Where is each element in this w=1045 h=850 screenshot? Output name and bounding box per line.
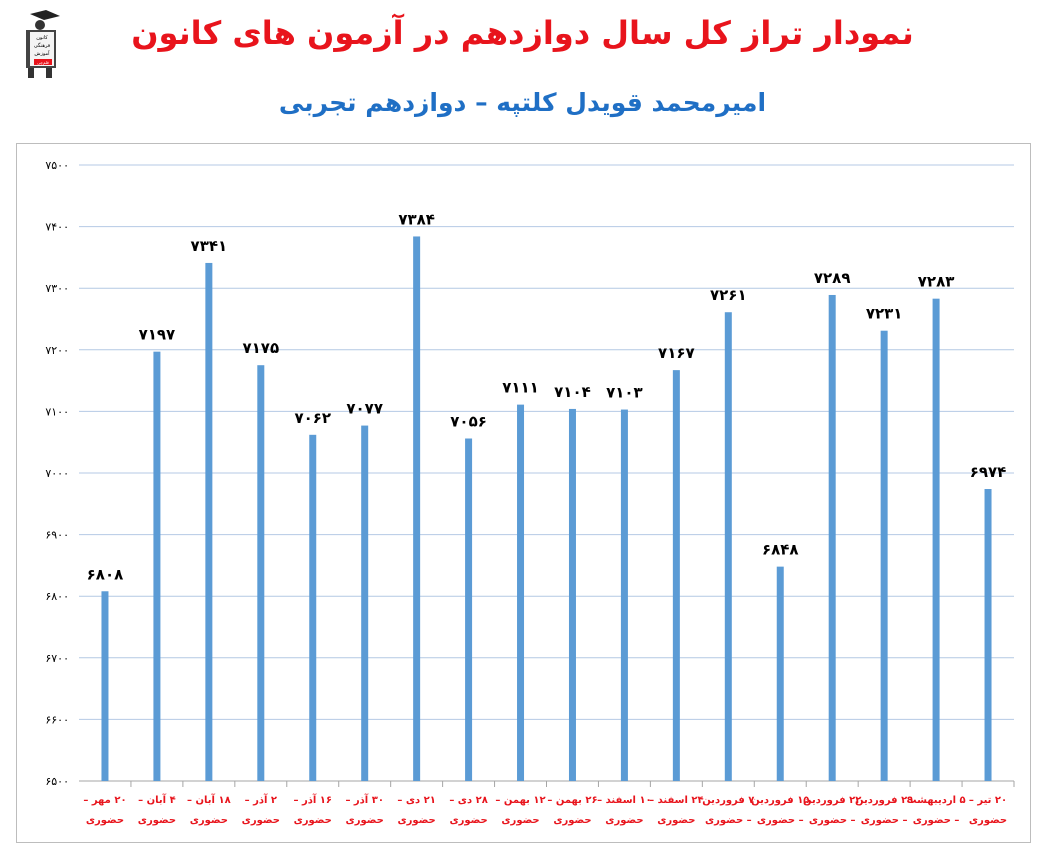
x-tick-label-line2: حضوری — [969, 815, 1007, 826]
graduation-cap-icon — [30, 10, 60, 20]
x-tick-label-line2: – حضوری — [705, 815, 752, 826]
x-tick-label: ۱۰ اسفند – — [597, 795, 652, 806]
data-label: ۶۸۴۸ — [762, 541, 799, 559]
bar — [828, 294, 836, 781]
bar — [620, 409, 628, 781]
bar — [932, 298, 940, 781]
x-tick-label: ۷ فروردین — [702, 795, 754, 806]
data-label: ۶۹۷۴ — [970, 463, 1007, 481]
x-tick-label: ۲ آذر – — [245, 793, 277, 806]
data-label: ۷۱۹۷ — [139, 326, 176, 344]
data-label: ۶۸۰۸ — [87, 565, 124, 583]
x-tick-label: ۱۵ فروردین — [751, 795, 809, 806]
bar — [724, 312, 732, 781]
bar — [776, 566, 784, 781]
bar — [880, 330, 888, 781]
data-label: ۷۰۷۷ — [346, 400, 383, 418]
x-tick-label-line2: – حضوری — [809, 815, 856, 826]
x-tick-label: ۲۲ فروردین — [803, 795, 861, 806]
x-tick-label: ۱۲ بهمن – — [495, 795, 545, 806]
y-tick-label: ۷۵۰۰ — [45, 159, 69, 172]
x-tick-label-line2: حضوری — [346, 815, 384, 826]
x-tick-label: ۱۶ آذر – — [294, 793, 333, 806]
data-label: ۷۱۱۱ — [502, 379, 539, 397]
x-tick-label: ۴ آبان – — [138, 793, 176, 806]
x-tick-label: ۲۰ تیر – — [969, 795, 1007, 806]
x-tick-label-line2: حضوری — [242, 815, 280, 826]
x-tick-label-line2: حضوری — [398, 815, 436, 826]
bar — [413, 236, 421, 781]
x-tick-label-line2: حضوری — [657, 815, 695, 826]
data-label: ۷۱۶۷ — [658, 344, 695, 362]
x-tick-label-line2: حضوری — [501, 815, 539, 826]
y-tick-label: ۷۰۰۰ — [45, 467, 69, 480]
bar — [984, 489, 992, 781]
x-tick-label-line2: حضوری — [449, 815, 487, 826]
bar — [309, 434, 317, 781]
x-tick-label: ۲۹ فروردین — [855, 795, 913, 806]
data-label: ۷۲۳۱ — [866, 305, 903, 323]
bar — [205, 262, 213, 782]
y-tick-label: ۷۴۰۰ — [45, 221, 69, 234]
data-label: ۷۰۵۶ — [450, 413, 487, 431]
x-tick-label: ۲۶ بهمن – — [547, 795, 597, 806]
bar — [257, 365, 265, 781]
y-tick-label: ۷۱۰۰ — [45, 405, 69, 418]
data-label: ۷۰۶۲ — [294, 409, 331, 427]
bar — [153, 351, 161, 781]
y-tick-label: ۶۸۰۰ — [45, 590, 69, 603]
bar — [568, 408, 576, 781]
data-label: ۷۱۰۴ — [554, 383, 591, 401]
x-tick-label-line2: حضوری — [294, 815, 332, 826]
y-tick-label: ۷۲۰۰ — [45, 344, 69, 357]
x-tick-label: ۲۰ مهر – — [83, 795, 126, 806]
logo-badge-text: قلم‌چی — [37, 60, 49, 65]
x-tick-label-line2: حضوری — [605, 815, 643, 826]
x-tick-label: ۱۸ آبان – — [187, 793, 231, 806]
y-tick-label: ۷۳۰۰ — [45, 282, 69, 295]
y-tick-label: ۶۷۰۰ — [45, 652, 69, 665]
data-label: ۷۳۴۱ — [191, 237, 228, 255]
data-label: ۷۲۸۹ — [814, 269, 851, 287]
y-tick-label: ۶۵۰۰ — [45, 775, 69, 788]
data-label: ۷۱۷۵ — [242, 339, 279, 357]
x-tick-label: ۵ اردیبهشت — [907, 795, 966, 806]
bar-chart: ۶۵۰۰ ۶۶۰۰ ۶۷۰۰ ۶۸۰۰ ۶۹۰۰ ۷۰۰۰ ۷۱۰۰ ۷۲۰۰ ۷۳۰۰ ۷۴۰۰… — [45, 159, 1015, 826]
bar — [465, 438, 473, 781]
x-tick-label: ۲۸ دی – — [449, 795, 487, 806]
data-label: ۷۳۸۴ — [398, 210, 435, 228]
x-tick-label-line2: – حضوری — [913, 815, 960, 826]
logo-text-2: فرهنگی — [34, 42, 51, 49]
data-label: ۷۲۸۳ — [918, 273, 955, 291]
x-tick-label-line2: حضوری — [553, 815, 591, 826]
x-tick-label-line2: – حضوری — [861, 815, 908, 826]
y-tick-label: ۶۹۰۰ — [45, 529, 69, 542]
x-tick-label: ۲۱ دی – — [397, 795, 435, 806]
x-tick-label-line2: – حضوری — [757, 815, 804, 826]
x-tick-label-line2: حضوری — [86, 815, 124, 826]
logo-text-3: آموزش — [34, 50, 50, 57]
x-tick-label: ۲۴ اسفند – — [649, 795, 704, 806]
chart-title: نمودار تراز کل سال دوازدهم در آزمون های … — [131, 14, 914, 52]
kanoon-logo: کانون فرهنگی آموزش قلم‌چی — [26, 10, 60, 78]
bar — [672, 370, 680, 781]
data-label: ۷۲۶۱ — [710, 286, 747, 304]
chart-subtitle: امیرمحمد قویدل کلتپه – دوازدهم تجربی — [278, 88, 767, 117]
data-label: ۷۱۰۳ — [606, 384, 643, 402]
x-tick-label-line2: حضوری — [190, 815, 228, 826]
x-tick-label-line2: حضوری — [138, 815, 176, 826]
logo-text-1: کانون — [36, 35, 48, 41]
bar — [517, 404, 525, 781]
bar — [101, 591, 109, 781]
x-tick-label: ۳۰ آذر – — [345, 793, 384, 806]
y-tick-label: ۶۶۰۰ — [45, 713, 69, 726]
bar — [361, 425, 369, 781]
